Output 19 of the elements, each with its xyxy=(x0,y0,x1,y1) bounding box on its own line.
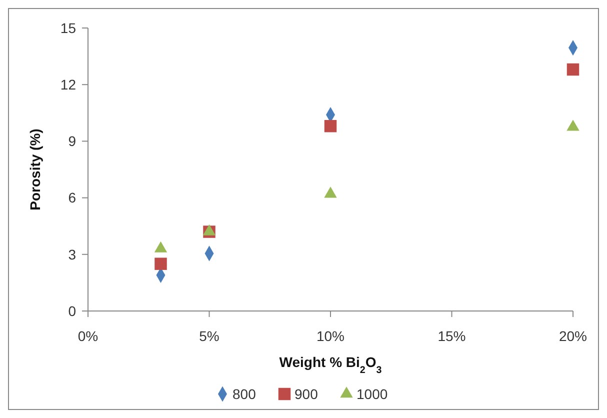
x-tick-label: 0% xyxy=(78,328,98,344)
y-tick-label: 15 xyxy=(60,20,76,36)
x-tick-label: 10% xyxy=(316,328,345,344)
x-tick-label: 15% xyxy=(438,328,466,344)
y-tick-label: 0 xyxy=(68,302,76,319)
legend-label: 800 xyxy=(232,386,256,402)
y-tick-label: 12 xyxy=(60,76,76,92)
point xyxy=(324,120,337,132)
point xyxy=(566,63,580,76)
y-tick-label: 6 xyxy=(68,190,76,206)
x-tick-label: 20% xyxy=(558,328,588,344)
x-tick-label: 5% xyxy=(199,328,220,344)
x-axis-title: Weight % Bi$_{2}$O$_{3}$ xyxy=(279,354,382,376)
legend-label: 1000 xyxy=(356,386,388,402)
y-tick-label: 3 xyxy=(68,246,76,262)
y-tick-label: 9 xyxy=(68,133,76,150)
legend-label: 900 xyxy=(294,386,318,402)
y-axis-title: Porosity (%) xyxy=(27,128,43,210)
point xyxy=(154,258,167,270)
